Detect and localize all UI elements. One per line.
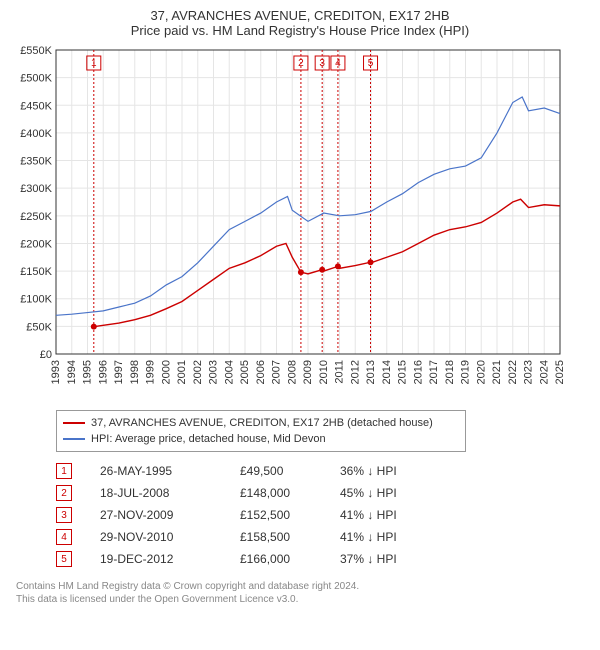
footer-attribution: Contains HM Land Registry data © Crown c…	[16, 580, 592, 606]
svg-text:£250K: £250K	[20, 211, 52, 223]
transaction-row: 5 19-DEC-2012£166,00037% ↓ HPI	[56, 548, 592, 570]
svg-text:2025: 2025	[554, 360, 566, 384]
transaction-marker: 3	[56, 507, 72, 523]
svg-text:2020: 2020	[475, 360, 487, 384]
svg-text:1994: 1994	[66, 360, 78, 384]
legend-label: HPI: Average price, detached house, Mid …	[91, 433, 326, 445]
transaction-marker: 2	[56, 485, 72, 501]
transaction-date: 26-MAY-1995	[100, 464, 240, 478]
svg-text:£200K: £200K	[20, 238, 52, 250]
legend-swatch	[63, 422, 85, 424]
transaction-row: 1 26-MAY-1995£49,50036% ↓ HPI	[56, 460, 592, 482]
svg-text:£350K: £350K	[20, 156, 52, 168]
transaction-date: 27-NOV-2009	[100, 508, 240, 522]
svg-text:£100K: £100K	[20, 294, 52, 306]
svg-text:5: 5	[368, 58, 374, 69]
transaction-delta: 37% ↓ HPI	[340, 552, 430, 566]
svg-text:2017: 2017	[428, 360, 440, 384]
svg-text:1999: 1999	[145, 360, 157, 384]
svg-text:2012: 2012	[349, 360, 361, 384]
svg-text:£450K: £450K	[20, 100, 52, 112]
price-chart: £0 £50K £100K £150K £200K £250K £300K £350K £400…	[8, 44, 592, 404]
svg-text:2: 2	[298, 58, 304, 69]
svg-text:1997: 1997	[113, 360, 125, 384]
svg-text:1998: 1998	[129, 360, 141, 384]
legend-item: 37, AVRANCHES AVENUE, CREDITON, EX17 2HB…	[63, 415, 459, 431]
svg-text:£150K: £150K	[20, 266, 52, 278]
svg-text:2015: 2015	[397, 360, 409, 384]
transaction-price: £152,500	[240, 508, 340, 522]
svg-text:1: 1	[91, 58, 97, 69]
chart-subtitle: Price paid vs. HM Land Registry's House …	[8, 23, 592, 38]
svg-text:£50K: £50K	[26, 321, 52, 333]
legend-item: HPI: Average price, detached house, Mid …	[63, 431, 459, 447]
transaction-row: 4 29-NOV-2010£158,50041% ↓ HPI	[56, 526, 592, 548]
transaction-marker: 1	[56, 463, 72, 479]
transaction-delta: 36% ↓ HPI	[340, 464, 430, 478]
transaction-delta: 41% ↓ HPI	[340, 508, 430, 522]
svg-text:£400K: £400K	[20, 128, 52, 140]
svg-text:2022: 2022	[507, 360, 519, 384]
transaction-marker: 5	[56, 551, 72, 567]
transactions-table: 1 26-MAY-1995£49,50036% ↓ HPI 2 18-JUL-2008…	[56, 460, 592, 570]
svg-text:2008: 2008	[286, 360, 298, 384]
transaction-row: 3 27-NOV-2009£152,50041% ↓ HPI	[56, 504, 592, 526]
chart-title: 37, AVRANCHES AVENUE, CREDITON, EX17 2HB	[8, 8, 592, 23]
svg-text:2005: 2005	[239, 360, 251, 384]
transaction-row: 2 18-JUL-2008£148,00045% ↓ HPI	[56, 482, 592, 504]
svg-text:1995: 1995	[82, 360, 94, 384]
footer-line-1: Contains HM Land Registry data © Crown c…	[16, 580, 592, 593]
svg-text:2021: 2021	[491, 360, 503, 384]
svg-text:3: 3	[319, 58, 325, 69]
svg-text:2003: 2003	[208, 360, 220, 384]
svg-text:2002: 2002	[192, 360, 204, 384]
svg-text:4: 4	[335, 58, 341, 69]
svg-text:2009: 2009	[302, 360, 314, 384]
svg-text:2004: 2004	[223, 360, 235, 384]
svg-text:2000: 2000	[160, 360, 172, 384]
svg-text:2016: 2016	[412, 360, 424, 384]
footer-line-2: This data is licensed under the Open Gov…	[16, 593, 592, 606]
svg-text:£0: £0	[40, 349, 52, 361]
svg-text:2007: 2007	[271, 360, 283, 384]
svg-text:2024: 2024	[538, 360, 550, 384]
transaction-date: 29-NOV-2010	[100, 530, 240, 544]
svg-text:£550K: £550K	[20, 45, 52, 57]
legend-swatch	[63, 438, 85, 440]
transaction-price: £158,500	[240, 530, 340, 544]
legend-label: 37, AVRANCHES AVENUE, CREDITON, EX17 2HB…	[91, 417, 433, 429]
svg-text:2010: 2010	[318, 360, 330, 384]
transaction-date: 19-DEC-2012	[100, 552, 240, 566]
svg-text:2011: 2011	[334, 360, 346, 384]
transaction-delta: 41% ↓ HPI	[340, 530, 430, 544]
svg-text:2018: 2018	[444, 360, 456, 384]
svg-text:2006: 2006	[255, 360, 267, 384]
transaction-price: £49,500	[240, 464, 340, 478]
transaction-marker: 4	[56, 529, 72, 545]
transaction-date: 18-JUL-2008	[100, 486, 240, 500]
svg-text:2019: 2019	[460, 360, 472, 384]
svg-text:2023: 2023	[523, 360, 535, 384]
svg-text:2014: 2014	[381, 360, 393, 384]
svg-text:2001: 2001	[176, 360, 188, 384]
svg-text:£300K: £300K	[20, 183, 52, 195]
svg-text:£500K: £500K	[20, 73, 52, 85]
svg-text:1996: 1996	[97, 360, 109, 384]
svg-text:2013: 2013	[365, 360, 377, 384]
chart-legend: 37, AVRANCHES AVENUE, CREDITON, EX17 2HB…	[56, 410, 466, 452]
svg-text:1993: 1993	[50, 360, 62, 384]
transaction-price: £148,000	[240, 486, 340, 500]
transaction-delta: 45% ↓ HPI	[340, 486, 430, 500]
chart-svg: £0 £50K £100K £150K £200K £250K £300K £350K £400…	[8, 44, 568, 404]
transaction-price: £166,000	[240, 552, 340, 566]
